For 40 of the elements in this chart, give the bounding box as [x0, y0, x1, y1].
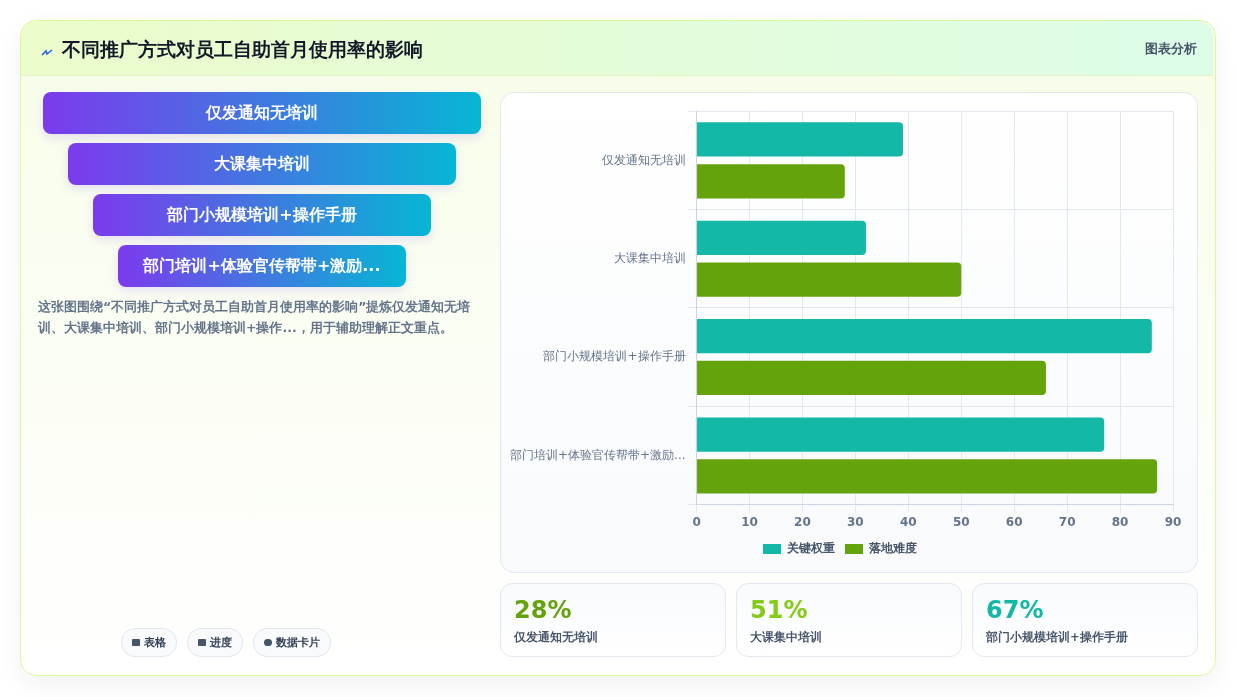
category-label: 部门小规模培训+操作手册	[986, 630, 1128, 645]
x-tick-label: 30	[847, 514, 864, 529]
text: 进度	[210, 635, 232, 650]
x-tick-label: 70	[1058, 514, 1076, 529]
legend-label: 落地难度	[868, 541, 917, 556]
x-tick-label: 0	[692, 514, 701, 529]
bar	[697, 319, 1152, 354]
bar	[697, 262, 962, 297]
category-label: 大课集中培训	[68, 143, 456, 185]
bar	[697, 459, 1158, 494]
x-tick-label: 20	[794, 514, 811, 529]
x-tick-label: 50	[952, 514, 970, 529]
category-label: 部门培训+体验官传帮带+激励...	[118, 245, 406, 287]
bar	[697, 220, 866, 255]
category-label: 仅发通知无培训	[43, 92, 481, 134]
x-tick-label: 10	[741, 514, 758, 529]
x-tick-label: 80	[1111, 514, 1129, 529]
category-label: 部门小规模培训+操作手册	[93, 194, 431, 236]
text: 67%	[986, 596, 1044, 624]
y-tick-label: 大课集中培训	[613, 250, 686, 265]
y-tick-label: 仅发通知无培训	[601, 152, 686, 167]
bar	[697, 122, 904, 157]
text: 图表分析	[1145, 40, 1197, 58]
category-label: 仅发通知无培训	[514, 630, 598, 645]
text: 这张图围绕“不同推广方式对员工自助首月使用率的影响”提炼仅发通知无培训、大课集中培训、部门小规模培训+操作...，用于辅助理解正文重点。	[38, 298, 472, 337]
y-tick-label: 部门培训+体验官传帮带+激励...	[509, 447, 686, 462]
text: 28%	[514, 596, 572, 624]
text: 51%	[750, 596, 808, 624]
bar	[697, 417, 1105, 452]
bar	[697, 360, 1046, 396]
legend-label: 关键权重	[786, 541, 835, 556]
text: 数据卡片	[276, 635, 320, 650]
x-tick-label: 90	[1164, 514, 1182, 529]
x-tick-label: 60	[1005, 514, 1023, 529]
category-label: 大课集中培训	[750, 630, 822, 645]
text: 不同推广方式对员工自助首月使用率的影响	[62, 37, 423, 62]
y-tick-label: 部门小规模培训+操作手册	[543, 349, 686, 364]
bar	[697, 164, 845, 199]
text: 表格	[144, 635, 166, 650]
x-tick-label: 40	[899, 514, 917, 529]
